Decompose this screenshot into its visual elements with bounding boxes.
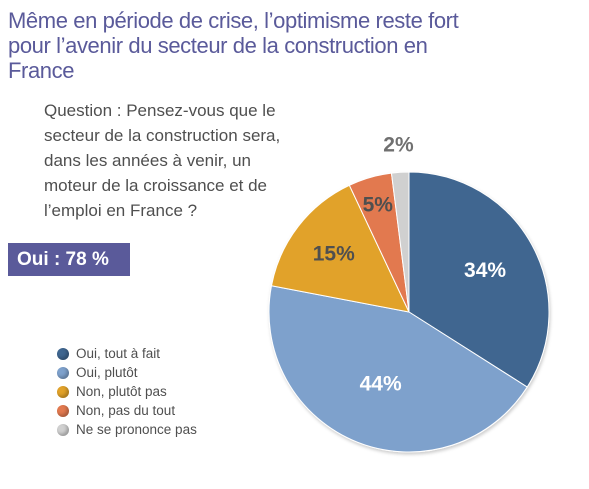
legend-label: Oui, plutôt bbox=[76, 365, 138, 380]
legend-item: Ne se prononce pas bbox=[57, 420, 197, 439]
pie-slice-label: 2% bbox=[383, 133, 414, 156]
pie-slice bbox=[390, 171, 410, 313]
pie-slice-label: 34% bbox=[464, 259, 506, 282]
summary-badge: Oui : 78 % bbox=[8, 243, 130, 276]
legend-item: Non, pas du tout bbox=[57, 401, 197, 420]
legend-swatch bbox=[57, 404, 69, 417]
legend-label: Ne se prononce pas bbox=[76, 422, 197, 437]
pie-slice-label: 15% bbox=[313, 243, 355, 266]
legend-swatch bbox=[57, 366, 69, 379]
pie-slice bbox=[270, 184, 410, 313]
legend-swatch bbox=[57, 347, 69, 360]
pie-slice bbox=[268, 285, 528, 453]
pie-slice bbox=[408, 171, 550, 388]
chart-legend: Oui, tout à fait Oui, plutôt Non, plutôt… bbox=[57, 344, 197, 439]
legend-swatch bbox=[57, 385, 69, 398]
pie-slice-label: 44% bbox=[360, 373, 402, 396]
legend-item: Non, plutôt pas bbox=[57, 382, 197, 401]
pie-slice-label: 5% bbox=[363, 193, 394, 216]
legend-item: Oui, plutôt bbox=[57, 363, 197, 382]
legend-label: Non, pas du tout bbox=[76, 403, 176, 418]
survey-question: Question : Pensez-vous que le secteur de… bbox=[44, 101, 281, 220]
legend-label: Oui, tout à fait bbox=[76, 346, 161, 361]
legend-item: Oui, tout à fait bbox=[57, 344, 197, 363]
chart-title: Même en période de crise, l’optimisme re… bbox=[8, 8, 459, 83]
legend-swatch bbox=[57, 423, 69, 436]
legend-label: Non, plutôt pas bbox=[76, 384, 167, 399]
